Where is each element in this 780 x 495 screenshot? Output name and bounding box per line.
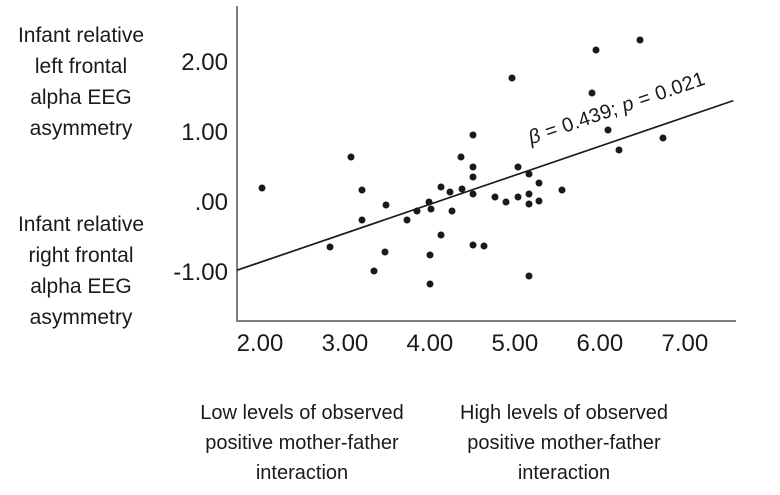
- x-tick-label: 7.00: [661, 330, 709, 357]
- data-point: [427, 205, 435, 213]
- y-axis-label-line: right frontal: [28, 244, 134, 267]
- data-point: [403, 216, 411, 224]
- data-point: [525, 190, 533, 198]
- data-point: [425, 198, 433, 206]
- data-point: [469, 131, 477, 139]
- data-point: [358, 216, 366, 224]
- data-point: [458, 185, 466, 193]
- regression-line: [236, 99, 734, 272]
- data-point: [413, 207, 421, 215]
- data-point: [535, 179, 543, 187]
- data-point: [258, 184, 266, 192]
- y-tick-label: .00: [194, 188, 228, 216]
- x-axis-label-line: High levels of observed: [460, 402, 668, 424]
- data-point: [491, 193, 499, 201]
- data-point: [604, 126, 612, 134]
- y-axis-label-line: left frontal: [34, 55, 128, 78]
- x-axis-line: [236, 320, 736, 322]
- data-point: [502, 198, 510, 206]
- data-point: [535, 197, 543, 205]
- x-tick-label: 2.00: [236, 330, 284, 357]
- x-tick-label: 5.00: [491, 330, 539, 357]
- data-point: [437, 183, 445, 191]
- x-axis-label-line: positive mother-father: [467, 432, 661, 454]
- data-point: [592, 46, 600, 54]
- y-axis-label-line: alpha EEG: [30, 86, 132, 109]
- y-axis-label-right-asymmetry: Infant relative right frontal alpha EEG …: [0, 209, 162, 333]
- data-point: [469, 173, 477, 181]
- data-point: [525, 170, 533, 178]
- data-point: [588, 89, 596, 97]
- data-point: [382, 201, 390, 209]
- data-point: [426, 280, 434, 288]
- data-point: [525, 272, 533, 280]
- data-point: [358, 186, 366, 194]
- y-axis-label-line: Infant relative: [17, 24, 145, 47]
- x-axis-label-line: positive mother-father: [205, 432, 399, 454]
- y-tick-label: -1.00: [173, 259, 228, 287]
- data-point: [659, 134, 667, 142]
- data-point: [426, 251, 434, 259]
- y-axis-label-line: asymmetry: [29, 306, 133, 329]
- data-point: [370, 267, 378, 275]
- data-point: [615, 146, 623, 154]
- x-axis-label-line: interaction: [517, 462, 611, 484]
- data-point: [347, 153, 355, 161]
- y-axis-label-line: alpha EEG: [30, 275, 132, 298]
- x-axis-label-low: Low levels of observed positive mother-f…: [186, 398, 418, 488]
- y-axis-label-line: Infant relative: [17, 213, 145, 236]
- y-axis-label-left-asymmetry: Infant relative left frontal alpha EEG a…: [0, 20, 162, 144]
- data-point: [457, 153, 465, 161]
- data-point: [514, 163, 522, 171]
- data-point: [437, 231, 445, 239]
- data-point: [469, 163, 477, 170]
- y-tick-label: 2.00: [181, 48, 228, 76]
- data-point: [446, 188, 454, 196]
- data-point: [469, 190, 477, 198]
- x-axis-label-line: Low levels of observed: [200, 402, 404, 424]
- x-axis-label-line: interaction: [255, 462, 349, 484]
- x-axis-label-high: High levels of observed positive mother-…: [448, 398, 680, 488]
- y-axis-label-line: asymmetry: [29, 117, 133, 140]
- y-tick-label: 1.00: [181, 118, 228, 146]
- data-point: [558, 186, 566, 194]
- data-point: [480, 242, 488, 250]
- y-axis-line: [236, 6, 238, 322]
- data-point: [514, 193, 522, 201]
- scatter-plot-area: β = 0.439; p = 0.021 2.00 3.00 4.00 5.00 6.0…: [173, 6, 735, 357]
- data-point: [525, 200, 533, 208]
- x-tick-label: 3.00: [321, 330, 369, 357]
- data-point: [448, 207, 456, 215]
- data-point: [326, 243, 334, 251]
- data-point: [381, 248, 389, 256]
- data-point: [469, 241, 477, 249]
- x-tick-label: 6.00: [576, 330, 624, 357]
- x-tick-label: 4.00: [406, 330, 454, 357]
- data-point: [508, 74, 516, 82]
- data-point: [636, 36, 644, 44]
